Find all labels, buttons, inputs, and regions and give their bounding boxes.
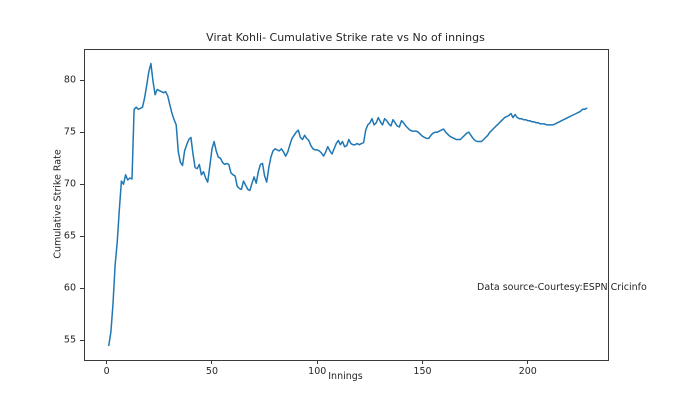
y-tick-label: 55 <box>63 334 76 346</box>
x-tick-label: 50 <box>205 366 218 377</box>
y-tick-mark <box>80 339 84 341</box>
y-tick-label: 70 <box>63 178 76 190</box>
y-tick-mark <box>80 183 84 185</box>
y-tick-mark <box>80 287 84 289</box>
x-tick-label: 200 <box>518 366 537 377</box>
x-tick-mark <box>211 360 213 364</box>
y-tick-label: 60 <box>63 282 76 294</box>
x-tick-label: 100 <box>308 366 327 377</box>
x-axis-label: Innings <box>328 371 363 382</box>
x-tick-label: 150 <box>413 366 432 377</box>
cumulative-strike-rate-line <box>108 62 588 347</box>
chart-title: Virat Kohli- Cumulative Strike rate vs N… <box>206 31 485 44</box>
y-tick-mark <box>80 131 84 133</box>
plot-area: 0 50 100 150 200 55 60 65 70 75 80 <box>64 49 609 377</box>
y-tick-mark <box>80 79 84 81</box>
y-axis-label: Cumulative Strike Rate <box>52 149 64 259</box>
x-tick-mark <box>316 360 318 364</box>
y-tick-label: 65 <box>63 230 76 242</box>
x-tick-mark <box>527 360 529 364</box>
y-tick-mark <box>80 235 84 237</box>
line-series-svg <box>108 62 588 347</box>
x-tick-mark <box>422 360 423 364</box>
y-tick-label: 80 <box>63 74 76 86</box>
data-source-annotation: Data source-Courtesy:ESPN Cricinfo <box>477 282 647 293</box>
x-tick-mark <box>106 360 108 364</box>
y-tick-label: 75 <box>63 126 76 138</box>
x-tick-label: 0 <box>103 366 110 377</box>
